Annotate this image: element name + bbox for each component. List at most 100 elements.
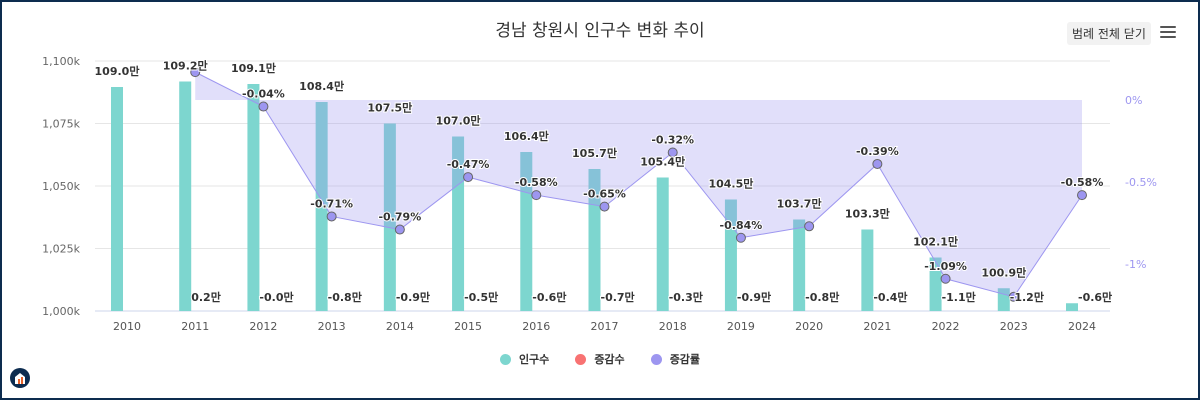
x-tick-label: 2011: [181, 320, 209, 333]
change-data-label: -0.7만: [601, 290, 635, 304]
population-bar: [656, 177, 669, 311]
rate-data-label: -0.79%: [378, 211, 421, 224]
change-data-label: -0.8만: [328, 290, 362, 304]
population-data-label: 103.7만: [777, 197, 822, 211]
y-right-tick-label: -0.5%: [1125, 176, 1157, 189]
y-right-tick-label: -1%: [1125, 258, 1146, 271]
x-tick-label: 2019: [727, 320, 755, 333]
population-data-label: 106.4만: [504, 129, 549, 143]
population-data-label: 104.5만: [708, 177, 753, 191]
rate-point: [599, 201, 610, 212]
population-bar: [179, 81, 192, 311]
rate-data-label: -1.09%: [924, 260, 967, 273]
change-data-label: -1.1만: [942, 290, 976, 304]
y-left-tick-label: 1,025k: [42, 243, 80, 256]
change-data-label: -0.9만: [396, 290, 430, 304]
y-right-tick-label: 0%: [1125, 94, 1142, 107]
x-tick-label: 2014: [386, 320, 414, 333]
change-data-label: -0.0만: [259, 290, 293, 304]
change-data-label: -0.8만: [805, 290, 839, 304]
home-logo-icon[interactable]: [10, 368, 30, 388]
rate-data-label: -0.47%: [447, 158, 490, 171]
rate-point: [463, 172, 474, 183]
population-bar: [315, 102, 328, 311]
rate-point: [667, 147, 678, 158]
change-data-label: 0.2만: [191, 290, 221, 304]
population-bar: [452, 136, 465, 311]
population-data-label: 109.1만: [231, 61, 276, 75]
population-bar: [383, 123, 396, 311]
x-tick-label: 2015: [454, 320, 482, 333]
y-left-tick-label: 1,075k: [42, 118, 80, 131]
x-tick-label: 2021: [863, 320, 891, 333]
change-data-label: -0.6만: [532, 290, 566, 304]
change-data-label: -0.4만: [873, 290, 907, 304]
rate-point: [258, 101, 269, 112]
legend-label: 인구수: [518, 353, 550, 366]
rate-area: [195, 72, 1082, 297]
rate-data-label: -0.32%: [651, 133, 694, 146]
legend-toggle-button[interactable]: 범례 전체 닫기: [1067, 22, 1151, 45]
x-tick-label: 2010: [113, 320, 141, 333]
rate-point: [394, 224, 405, 235]
rate-point: [1077, 190, 1087, 201]
y-left-tick-label: 1,100k: [42, 55, 80, 68]
change-data-label: -0.3만: [669, 290, 703, 304]
chart-title: 경남 창원시 인구수 변화 추이: [495, 21, 705, 41]
change-data-label: -0.6만: [1078, 290, 1112, 304]
x-tick-label: 2018: [659, 320, 687, 333]
legend: 인구수 증감수 증감률: [0, 351, 1200, 367]
population-data-label: 103.3만: [845, 207, 890, 221]
population-data-label: 109.0만: [95, 64, 140, 78]
population-bar: [997, 288, 1010, 311]
population-data-label: 105.4만: [640, 155, 685, 169]
hamburger-menu-icon[interactable]: [1160, 26, 1176, 38]
x-tick-label: 2020: [795, 320, 823, 333]
legend-dot: [575, 353, 587, 365]
rate-point: [190, 67, 201, 78]
rate-point: [531, 190, 542, 201]
change-data-label: -0.5만: [464, 290, 498, 304]
x-tick-label: 2016: [522, 320, 550, 333]
rate-data-label: -0.58%: [515, 176, 558, 189]
rate-data-label: -0.04%: [242, 88, 285, 101]
legend-item-change[interactable]: 증감수: [575, 351, 625, 367]
x-tick-label: 2017: [591, 320, 619, 333]
legend-label: 증감수: [594, 353, 625, 366]
legend-dot: [650, 353, 662, 365]
population-data-label: 100.9만: [981, 265, 1026, 279]
population-data-label: 108.4만: [299, 79, 344, 93]
rate-point: [735, 232, 746, 243]
legend-label: 증감률: [669, 353, 701, 366]
population-bar: [247, 84, 260, 311]
population-bar: [724, 199, 737, 311]
population-bar: [929, 257, 942, 311]
rate-point: [804, 221, 815, 232]
y-left-tick-label: 1,050k: [42, 180, 80, 193]
x-tick-label: 2013: [318, 320, 346, 333]
rate-data-label: -0.39%: [856, 145, 899, 158]
population-bar: [793, 219, 806, 311]
rate-point: [1008, 291, 1019, 302]
y-left-tick-label: 1,000k: [42, 305, 80, 318]
rate-line: [194, 71, 1083, 298]
population-data-label: 109.2만: [163, 59, 208, 73]
population-data-label: 107.0만: [436, 114, 481, 128]
rate-point: [940, 273, 951, 284]
legend-dot: [499, 353, 511, 365]
population-data-label: 105.7만: [572, 146, 617, 160]
legend-item-rate[interactable]: 증감률: [650, 351, 701, 367]
change-data-label: -1.2만: [1010, 290, 1044, 304]
population-data-label: 107.5만: [367, 101, 412, 115]
rate-point: [326, 211, 337, 222]
population-bar: [861, 229, 874, 311]
population-bar: [1066, 303, 1078, 311]
rate-data-label: -0.65%: [583, 188, 626, 201]
x-tick-label: 2024: [1068, 320, 1096, 333]
legend-item-population[interactable]: 인구수: [499, 351, 550, 367]
rate-data-label: -0.58%: [1061, 176, 1104, 189]
x-tick-label: 2022: [932, 320, 960, 333]
x-tick-label: 2012: [249, 320, 277, 333]
rate-point: [872, 158, 883, 169]
